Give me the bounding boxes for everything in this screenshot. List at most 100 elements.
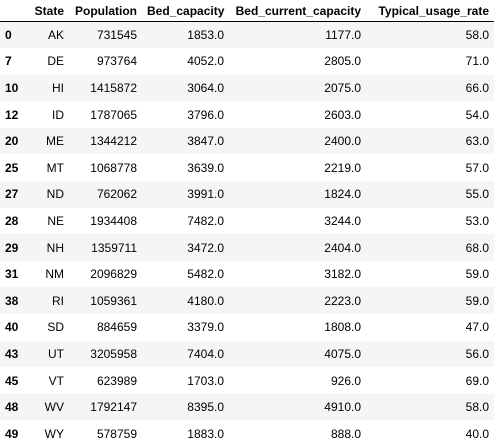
cell-population: 623989 [69,367,142,394]
cell-population: 1359711 [69,234,142,261]
cell-state: HI [29,75,69,102]
cell-population: 1068778 [69,154,142,181]
header-state: State [29,0,69,22]
cell-state: NM [29,261,69,288]
cell-typical-usage-rate: 68.0 [366,234,494,261]
cell-bed-capacity: 3472.0 [142,234,229,261]
cell-state: AK [29,22,69,49]
cell-typical-usage-rate: 59.0 [366,261,494,288]
cell-population: 884659 [69,314,142,341]
cell-bed-current-capacity: 2805.0 [229,48,366,75]
row-index: 45 [0,367,29,394]
cell-bed-current-capacity: 1824.0 [229,181,366,208]
cell-bed-capacity: 1703.0 [142,367,229,394]
cell-bed-current-capacity: 888.0 [229,420,366,447]
cell-bed-capacity: 1853.0 [142,22,229,49]
row-index: 28 [0,208,29,235]
cell-typical-usage-rate: 63.0 [366,128,494,155]
cell-bed-capacity: 7482.0 [142,208,229,235]
row-index: 29 [0,234,29,261]
cell-population: 731545 [69,22,142,49]
cell-bed-current-capacity: 2603.0 [229,101,366,128]
row-index: 25 [0,154,29,181]
cell-population: 578759 [69,420,142,447]
cell-bed-current-capacity: 3244.0 [229,208,366,235]
cell-typical-usage-rate: 40.0 [366,420,494,447]
cell-bed-capacity: 3796.0 [142,101,229,128]
row-index: 7 [0,48,29,75]
cell-state: NE [29,208,69,235]
cell-bed-current-capacity: 2219.0 [229,154,366,181]
cell-bed-capacity: 7404.0 [142,341,229,368]
cell-bed-current-capacity: 2223.0 [229,287,366,314]
cell-state: WY [29,420,69,447]
cell-state: WV [29,394,69,421]
cell-typical-usage-rate: 54.0 [366,101,494,128]
row-index: 27 [0,181,29,208]
cell-bed-capacity: 3991.0 [142,181,229,208]
row-index: 38 [0,287,29,314]
cell-state: NH [29,234,69,261]
cell-typical-usage-rate: 57.0 [366,154,494,181]
row-index: 10 [0,75,29,102]
cell-bed-current-capacity: 1177.0 [229,22,366,49]
cell-population: 1415872 [69,75,142,102]
cell-state: ID [29,101,69,128]
cell-state: ND [29,181,69,208]
row-index: 43 [0,341,29,368]
cell-bed-capacity: 3847.0 [142,128,229,155]
cell-bed-capacity: 4052.0 [142,48,229,75]
cell-population: 1934408 [69,208,142,235]
cell-bed-current-capacity: 4075.0 [229,341,366,368]
header-bed-current-capacity: Bed_current_capacity [229,0,366,22]
cell-bed-current-capacity: 2404.0 [229,234,366,261]
cell-state: UT [29,341,69,368]
cell-state: MT [29,154,69,181]
row-index: 48 [0,394,29,421]
cell-population: 762062 [69,181,142,208]
cell-typical-usage-rate: 59.0 [366,287,494,314]
cell-state: RI [29,287,69,314]
cell-bed-capacity: 3639.0 [142,154,229,181]
cell-bed-current-capacity: 1808.0 [229,314,366,341]
row-index: 49 [0,420,29,447]
cell-typical-usage-rate: 56.0 [366,341,494,368]
cell-typical-usage-rate: 58.0 [366,394,494,421]
cell-bed-current-capacity: 3182.0 [229,261,366,288]
cell-population: 973764 [69,48,142,75]
row-index: 40 [0,314,29,341]
cell-population: 1787065 [69,101,142,128]
row-index: 12 [0,101,29,128]
cell-typical-usage-rate: 66.0 [366,75,494,102]
header-typical-usage-rate: Typical_usage_rate [366,0,494,22]
cell-bed-current-capacity: 4910.0 [229,394,366,421]
cell-bed-capacity: 5482.0 [142,261,229,288]
cell-population: 1059361 [69,287,142,314]
cell-state: ME [29,128,69,155]
cell-typical-usage-rate: 47.0 [366,314,494,341]
header-bed-capacity: Bed_capacity [142,0,229,22]
cell-typical-usage-rate: 55.0 [366,181,494,208]
cell-typical-usage-rate: 58.0 [366,22,494,49]
cell-state: SD [29,314,69,341]
cell-typical-usage-rate: 69.0 [366,367,494,394]
cell-bed-current-capacity: 2400.0 [229,128,366,155]
row-index: 31 [0,261,29,288]
cell-bed-current-capacity: 926.0 [229,367,366,394]
cell-state: DE [29,48,69,75]
